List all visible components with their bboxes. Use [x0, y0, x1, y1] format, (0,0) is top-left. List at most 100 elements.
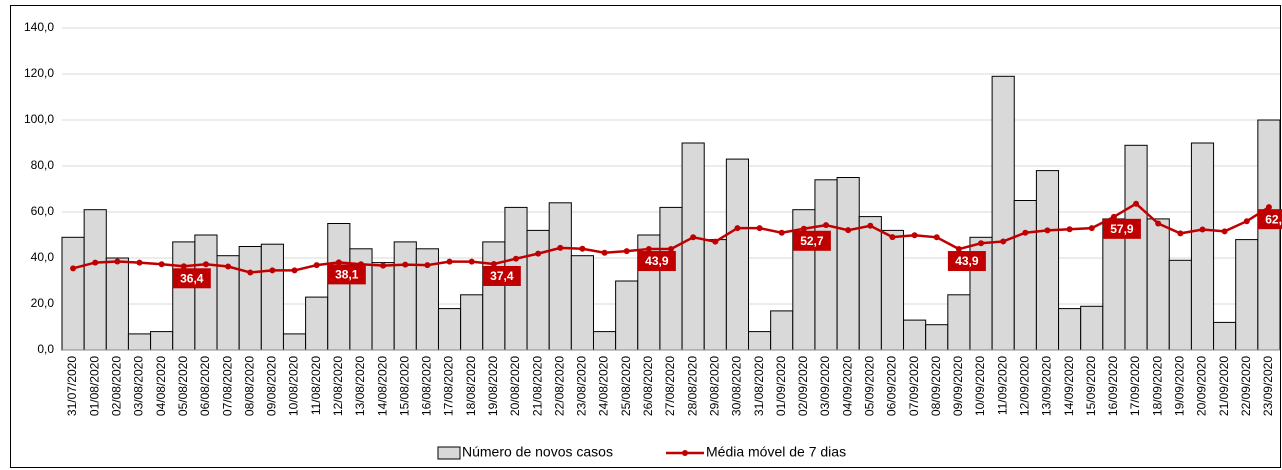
bar [548, 202, 572, 351]
bar [238, 246, 262, 351]
line-marker [92, 259, 99, 266]
value-label: 52,7 [792, 230, 831, 251]
line-marker [180, 263, 187, 270]
x-tick-label: 19/08/2020 [486, 356, 500, 416]
bar [836, 177, 860, 351]
line-marker [645, 246, 652, 253]
line-marker [845, 227, 852, 234]
x-tick-label: 15/09/2020 [1084, 356, 1098, 416]
value-label-text: 36,4 [180, 271, 204, 285]
bar [1168, 259, 1192, 351]
value-label-box [1257, 209, 1282, 230]
y-tick-label: 120,0 [24, 66, 54, 80]
x-tick-label: 04/09/2020 [840, 356, 854, 416]
line-marker [690, 234, 697, 241]
x-tick-label: 10/09/2020 [973, 356, 987, 416]
line-marker [535, 250, 542, 257]
x-tick-label: 05/09/2020 [862, 356, 876, 416]
line-marker [778, 229, 785, 236]
line-marker [668, 246, 674, 253]
bar [371, 262, 395, 351]
x-tick-label: 14/09/2020 [1062, 356, 1076, 416]
x-tick-label: 31/08/2020 [752, 356, 766, 416]
line-marker [1133, 200, 1140, 207]
value-label: 43,9 [637, 251, 676, 272]
bar [1124, 144, 1148, 351]
x-tick-label: 13/09/2020 [1040, 356, 1054, 416]
bar [1146, 218, 1170, 351]
x-tick-label: 23/09/2020 [1261, 356, 1275, 416]
line-marker [911, 232, 918, 239]
bar [1035, 170, 1060, 351]
legend-swatch [437, 446, 461, 460]
value-label-box [172, 268, 211, 289]
bar [1257, 119, 1281, 351]
line-marker [1243, 218, 1250, 225]
line-marker [114, 258, 121, 265]
x-tick-label: 09/08/2020 [265, 356, 279, 416]
x-tick-label: 16/09/2020 [1106, 356, 1120, 416]
bar [858, 216, 882, 351]
bar [748, 331, 772, 351]
value-label-box [792, 230, 831, 251]
x-tick-label: 17/08/2020 [442, 356, 456, 416]
line-marker [734, 225, 741, 232]
x-tick-label: 20/09/2020 [1195, 356, 1209, 416]
bar [437, 308, 462, 351]
line-marker [978, 240, 985, 247]
bar [770, 310, 794, 351]
x-tick-label: 11/09/2020 [995, 356, 1009, 415]
line-marker [889, 234, 896, 241]
x-tick-label: 04/08/2020 [154, 356, 168, 416]
line-marker [867, 222, 874, 229]
x-tick-label: 30/08/2020 [730, 356, 744, 416]
bar [83, 209, 107, 351]
line-marker [490, 260, 497, 267]
value-label-box [1102, 218, 1141, 239]
bar [1080, 305, 1104, 351]
line-marker [424, 262, 431, 269]
value-label-text: 52,7 [800, 234, 824, 248]
line-marker [512, 255, 519, 262]
x-tick-label: 05/08/2020 [176, 356, 190, 416]
line-marker [823, 222, 830, 229]
line-marker [601, 249, 608, 256]
bar [194, 234, 218, 351]
line-marker [136, 259, 143, 266]
value-label: 62,1 [1257, 209, 1282, 230]
x-tick-label: 02/08/2020 [110, 356, 124, 416]
line-marker [247, 269, 254, 276]
line-marker [1199, 226, 1206, 233]
x-tick-label: 18/08/2020 [464, 356, 478, 416]
bar [659, 206, 683, 351]
value-label-text: 43,9 [645, 254, 669, 268]
bar [460, 294, 484, 351]
x-tick-label: 31/07/2020 [65, 356, 79, 416]
value-label-text: 37,4 [490, 269, 514, 283]
x-tick-label: 08/08/2020 [242, 356, 256, 416]
x-tick-label: 16/08/2020 [420, 356, 434, 416]
line-marker [1221, 228, 1228, 235]
x-tick-label: 03/08/2020 [132, 356, 146, 416]
line-marker [579, 245, 586, 252]
value-label-text: 62,1 [1265, 212, 1282, 226]
bar [1235, 239, 1259, 351]
bar [482, 241, 506, 351]
line-marker [1000, 238, 1007, 245]
bar [725, 158, 750, 351]
bar [592, 331, 617, 351]
line-marker [712, 238, 719, 245]
x-tick-label: 19/09/2020 [1173, 356, 1187, 416]
line-marker [1088, 225, 1095, 232]
x-tick-label: 09/09/2020 [951, 356, 965, 416]
bar [570, 255, 594, 351]
x-tick-label: 29/08/2020 [707, 356, 721, 416]
value-label: 36,4 [172, 268, 211, 289]
x-tick-label: 27/08/2020 [663, 356, 677, 416]
bar [172, 241, 196, 351]
bar [1013, 200, 1037, 351]
x-tick-label: 01/08/2020 [87, 356, 101, 416]
y-tick-label: 140,0 [24, 20, 54, 34]
value-label-text: 57,9 [1110, 222, 1134, 236]
